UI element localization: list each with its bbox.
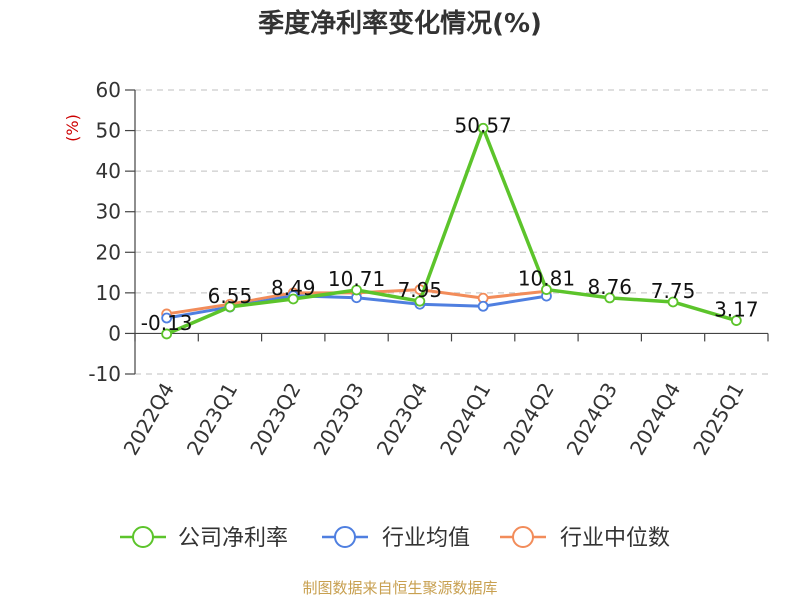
y-tick-label: 20: [96, 240, 121, 264]
legend-item-1[interactable]: 行业均值: [322, 526, 470, 551]
x-tick-label-2025Q1: 2025Q1: [688, 379, 748, 460]
data-label-2025Q1: 3.17: [714, 298, 759, 322]
series-point-0: [351, 284, 362, 296]
data-label-2023Q2: 8.49: [271, 276, 316, 300]
data-label-2023Q3: 10.71: [328, 267, 385, 291]
data-label-2024Q3: 8.76: [587, 275, 632, 299]
data-label-2024Q4: 7.75: [651, 279, 696, 303]
series-point-0: [477, 122, 489, 134]
y-tick-label: 60: [96, 78, 121, 102]
legend[interactable]: 公司净利率 行业均值 行业中位数: [120, 526, 670, 551]
series-point-0: [541, 284, 552, 295]
series-point-0: [287, 293, 299, 305]
data-labels: -0.13 6.55 8.49 10.71 7.95 50.57 10.81 8.76 7.75…: [141, 113, 759, 335]
legend-label: 行业中位数: [560, 526, 670, 551]
x-tick-label-2022Q4: 2022Q4: [119, 379, 179, 460]
series-point-1: [161, 312, 173, 324]
x-tick-label-2023Q2: 2023Q2: [245, 379, 305, 460]
y-tick-label: 30: [96, 200, 121, 224]
series-point-0: [667, 296, 679, 308]
legend-swatch-marker: [512, 526, 534, 548]
y-tick-label: 10: [96, 281, 121, 305]
series-point-0: [730, 315, 742, 326]
legend-swatch-marker: [334, 526, 356, 548]
x-tick-label-2024Q1: 2024Q1: [435, 379, 495, 460]
y-tick-label: 0: [108, 321, 121, 345]
x-tick-label-2024Q3: 2024Q3: [562, 379, 622, 460]
x-axis: 2022Q4 2023Q1 2023Q2 2023Q3 2023Q4 2024Q1 2024…: [119, 332, 769, 460]
y-tick-label: 50: [96, 119, 121, 143]
x-tick-label-2024Q4: 2024Q4: [625, 379, 685, 460]
data-label-2023Q4: 7.95: [398, 278, 443, 302]
y-tick-label: 40: [96, 159, 121, 183]
series-layer: [161, 122, 742, 340]
data-label-2024Q1: 50.57: [455, 113, 512, 137]
y-tick-label: -10: [88, 362, 121, 386]
x-tick-label-2023Q4: 2023Q4: [372, 379, 432, 460]
x-tick-label-2024Q2: 2024Q2: [498, 379, 558, 460]
y-axis: -10 0 10 20 30 40 50 60: [88, 78, 136, 386]
legend-label: 行业均值: [382, 526, 470, 551]
series-point-0: [161, 328, 173, 340]
data-label-2023Q1: 6.55: [208, 284, 253, 308]
legend-swatch-marker: [132, 526, 154, 548]
series-point-0: [604, 292, 616, 304]
series-point-1: [477, 300, 489, 312]
series-point-0: [414, 295, 426, 307]
x-tick-label-2023Q3: 2023Q3: [308, 379, 368, 460]
series-point-0: [224, 301, 236, 313]
series-line-0: [165, 126, 737, 336]
legend-item-0[interactable]: 公司净利率: [120, 526, 288, 551]
grid-lines: [135, 89, 768, 375]
data-label-2024Q2: 10.81: [518, 267, 575, 291]
chart-title: 季度净利率变化情况(%): [258, 8, 542, 39]
source-note: 制图数据来自恒生聚源数据库: [302, 579, 497, 597]
x-tick-label-2023Q1: 2023Q1: [182, 379, 242, 460]
legend-label: 公司净利率: [178, 526, 288, 551]
legend-item-2[interactable]: 行业中位数: [500, 526, 670, 551]
y-axis-unit: (%): [63, 114, 82, 142]
data-label-2022Q4: -0.13: [141, 311, 193, 335]
